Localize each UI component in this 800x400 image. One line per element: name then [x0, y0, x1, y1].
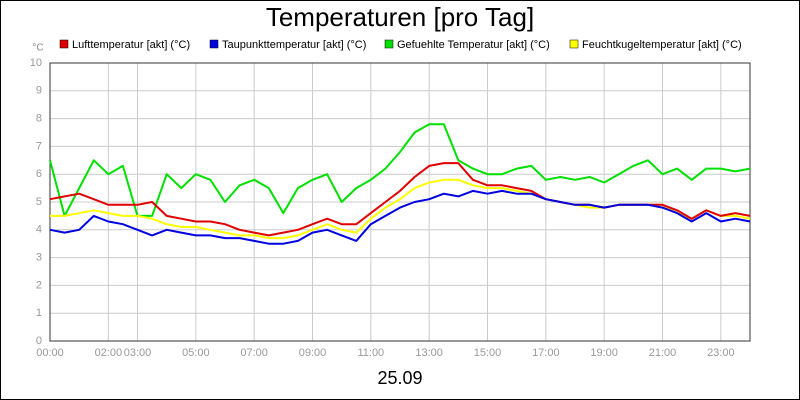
x-tick-label: 17:00: [532, 347, 560, 359]
y-tick-label: 8: [36, 113, 42, 125]
x-tick-label: 19:00: [590, 347, 618, 359]
y-tick-label: 5: [36, 196, 42, 208]
legend-label: Gefuehlte Temperatur [akt] (°C): [397, 39, 550, 51]
y-tick-label: 3: [36, 252, 42, 264]
legend-swatch: [384, 39, 394, 49]
legend-swatch: [59, 39, 69, 49]
chart-title: Temperaturen [pro Tag]: [266, 2, 534, 32]
x-tick-label: 00:00: [36, 347, 64, 359]
legend-label: Feuchtkugeltemperatur [akt] (°C): [582, 39, 742, 51]
x-tick-label: 02:00: [95, 347, 123, 359]
series-line: [49, 189, 751, 245]
legend-label: Lufttemperatur [akt] (°C): [72, 39, 190, 51]
y-tick-label: 10: [30, 57, 42, 69]
y-unit: °C: [32, 43, 43, 54]
legend-swatch: [569, 39, 579, 49]
y-tick-label: 1: [36, 307, 42, 319]
x-tick-label: 03:00: [124, 347, 152, 359]
x-tick-label: 11:00: [357, 347, 384, 359]
series-line: [49, 123, 751, 217]
legend-swatch: [209, 39, 219, 49]
y-tick-label: 7: [36, 140, 42, 152]
x-tick-label: 09:00: [299, 347, 327, 359]
y-tick-label: 0: [36, 335, 42, 347]
x-tick-label: 07:00: [240, 347, 268, 359]
x-tick-label: 05:00: [182, 347, 210, 359]
y-tick-label: 2: [36, 279, 42, 291]
plot-border: [49, 62, 751, 342]
y-tick-label: 9: [36, 85, 42, 97]
x-label: 25.09: [377, 368, 422, 388]
y-tick-label: 6: [36, 168, 42, 180]
x-tick-label: 21:00: [649, 347, 677, 359]
y-tick-label: 4: [36, 224, 42, 236]
x-tick-label: 15:00: [474, 347, 502, 359]
x-tick-label: 13:00: [415, 347, 443, 359]
x-tick-label: 23:00: [707, 347, 735, 359]
legend-label: Taupunkttemperatur [akt] (°C): [222, 39, 366, 51]
